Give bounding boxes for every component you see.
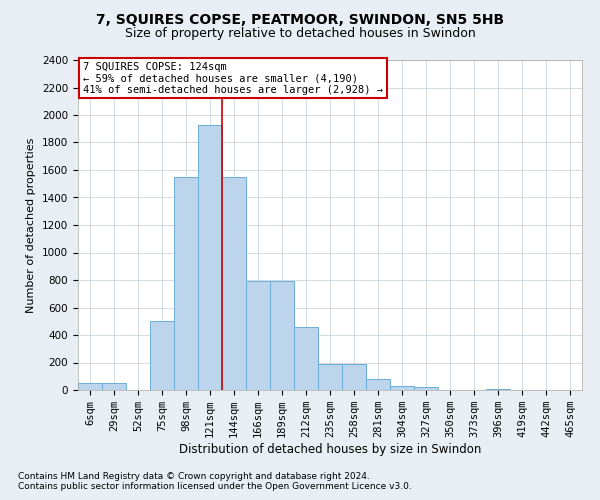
Bar — [246, 282, 270, 390]
Bar — [294, 327, 318, 390]
Bar — [270, 282, 294, 390]
Bar — [318, 364, 342, 390]
Bar — [150, 322, 174, 390]
Text: 7, SQUIRES COPSE, PEATMOOR, SWINDON, SN5 5HB: 7, SQUIRES COPSE, PEATMOOR, SWINDON, SN5… — [96, 12, 504, 26]
Bar — [414, 387, 438, 390]
Text: 7 SQUIRES COPSE: 124sqm
← 59% of detached houses are smaller (4,190)
41% of semi: 7 SQUIRES COPSE: 124sqm ← 59% of detache… — [83, 62, 383, 95]
Bar — [342, 364, 366, 390]
Bar — [486, 388, 510, 390]
Bar — [198, 124, 222, 390]
Y-axis label: Number of detached properties: Number of detached properties — [26, 138, 37, 312]
Bar — [390, 386, 414, 390]
Text: Contains public sector information licensed under the Open Government Licence v3: Contains public sector information licen… — [18, 482, 412, 491]
Bar — [366, 379, 390, 390]
Text: Size of property relative to detached houses in Swindon: Size of property relative to detached ho… — [125, 28, 475, 40]
Bar — [78, 383, 102, 390]
Bar — [222, 177, 246, 390]
Bar — [102, 383, 126, 390]
Text: Contains HM Land Registry data © Crown copyright and database right 2024.: Contains HM Land Registry data © Crown c… — [18, 472, 370, 481]
Bar — [174, 177, 198, 390]
X-axis label: Distribution of detached houses by size in Swindon: Distribution of detached houses by size … — [179, 443, 481, 456]
